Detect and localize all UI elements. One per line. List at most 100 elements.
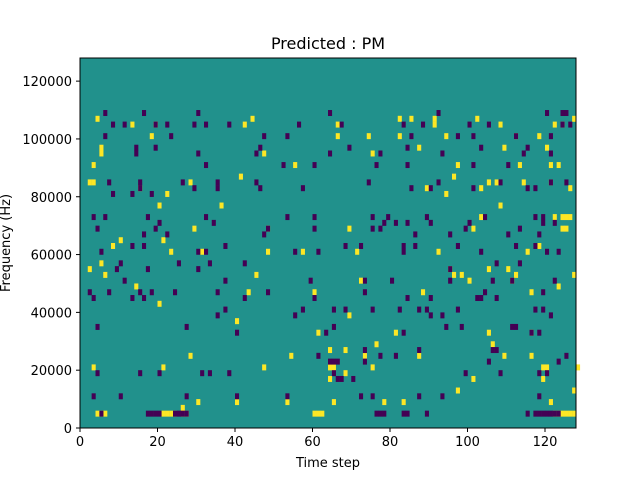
low-value-cell: [545, 248, 550, 255]
high-value-cell: [560, 410, 565, 417]
low-value-cell: [417, 393, 422, 400]
high-value-cell: [262, 150, 267, 157]
high-value-cell: [537, 133, 542, 140]
low-value-cell: [498, 179, 503, 186]
low-value-cell: [142, 231, 147, 238]
high-value-cell: [300, 248, 305, 255]
high-value-cell: [568, 185, 573, 192]
high-value-cell: [254, 271, 259, 278]
high-value-cell: [444, 190, 449, 197]
low-value-cell: [242, 295, 247, 302]
low-value-cell: [281, 162, 286, 169]
high-value-cell: [471, 375, 476, 382]
low-value-cell: [347, 144, 352, 151]
low-value-cell: [545, 370, 550, 377]
low-value-cell: [467, 121, 472, 128]
low-value-cell: [227, 121, 232, 128]
low-value-cell: [401, 121, 406, 128]
low-value-cell: [370, 393, 375, 400]
high-value-cell: [529, 352, 534, 359]
low-value-cell: [479, 248, 484, 255]
high-value-cell: [486, 329, 491, 336]
low-value-cell: [91, 295, 96, 302]
high-value-cell: [572, 410, 577, 417]
high-value-cell: [118, 237, 123, 244]
low-value-cell: [459, 323, 464, 330]
low-value-cell: [405, 144, 410, 151]
high-value-cell: [576, 364, 581, 371]
high-value-cell: [200, 248, 205, 255]
low-value-cell: [339, 121, 344, 128]
low-value-cell: [390, 277, 395, 284]
high-value-cell: [370, 150, 375, 157]
low-value-cell: [428, 295, 433, 302]
low-value-cell: [490, 347, 495, 354]
low-value-cell: [138, 185, 143, 192]
low-value-cell: [184, 323, 189, 330]
low-value-cell: [548, 312, 553, 319]
high-value-cell: [401, 399, 406, 406]
high-value-cell: [316, 329, 321, 336]
high-value-cell: [560, 214, 565, 221]
low-value-cell: [514, 133, 519, 140]
low-value-cell: [196, 110, 201, 117]
high-value-cell: [165, 410, 170, 417]
low-value-cell: [134, 150, 139, 157]
low-value-cell: [533, 306, 538, 313]
low-value-cell: [173, 410, 178, 417]
high-value-cell: [382, 399, 387, 406]
x-tick-label: 20: [149, 435, 166, 450]
low-value-cell: [204, 214, 209, 221]
high-value-cell: [130, 121, 135, 128]
low-value-cell: [312, 225, 317, 232]
high-value-cell: [537, 243, 542, 249]
high-value-cell: [564, 225, 569, 232]
low-value-cell: [331, 358, 336, 365]
low-value-cell: [424, 214, 429, 221]
low-value-cell: [359, 243, 364, 249]
low-value-cell: [498, 370, 503, 377]
high-value-cell: [552, 214, 557, 221]
high-value-cell: [235, 399, 240, 406]
low-value-cell: [254, 150, 259, 157]
high-value-cell: [169, 248, 174, 255]
low-value-cell: [87, 289, 92, 296]
low-value-cell: [494, 347, 499, 354]
low-value-cell: [440, 150, 445, 157]
high-value-cell: [87, 179, 92, 186]
high-value-cell: [424, 185, 429, 192]
low-value-cell: [145, 214, 150, 221]
low-value-cell: [463, 225, 468, 232]
high-value-cell: [157, 202, 162, 209]
low-value-cell: [157, 370, 162, 377]
high-value-cell: [149, 133, 154, 140]
low-value-cell: [335, 375, 340, 382]
low-value-cell: [138, 289, 143, 296]
low-value-cell: [564, 352, 569, 359]
low-value-cell: [180, 410, 185, 417]
low-value-cell: [293, 312, 298, 319]
low-value-cell: [103, 133, 108, 140]
low-value-cell: [552, 410, 557, 417]
low-value-cell: [525, 185, 530, 192]
low-value-cell: [235, 329, 240, 336]
low-value-cell: [494, 295, 499, 302]
low-value-cell: [405, 162, 410, 169]
high-value-cell: [421, 289, 426, 296]
low-value-cell: [564, 179, 569, 186]
high-value-cell: [444, 133, 449, 140]
high-value-cell: [397, 133, 402, 140]
high-value-cell: [331, 364, 336, 371]
high-value-cell: [366, 133, 371, 140]
high-value-cell: [343, 370, 348, 377]
high-value-cell: [502, 144, 507, 151]
low-value-cell: [258, 144, 263, 151]
high-value-cell: [289, 352, 294, 359]
low-value-cell: [297, 121, 302, 128]
high-value-cell: [293, 162, 298, 169]
high-value-cell: [417, 352, 422, 359]
low-value-cell: [215, 179, 220, 186]
high-value-cell: [355, 248, 360, 255]
high-value-cell: [91, 179, 96, 186]
low-value-cell: [204, 248, 209, 255]
